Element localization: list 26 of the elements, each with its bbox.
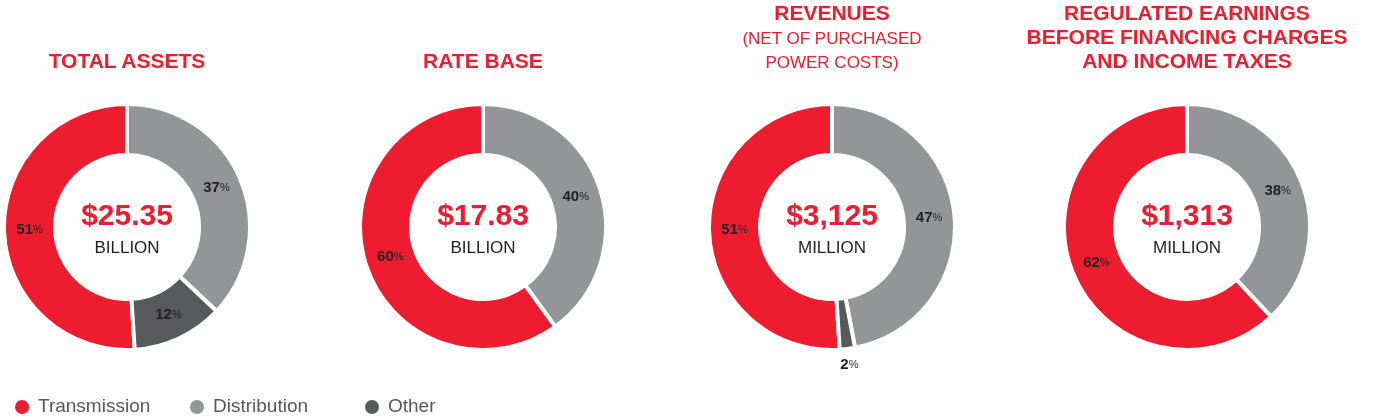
data-label: 38%: [1264, 181, 1292, 199]
text: BILLION: [450, 238, 516, 257]
text: $17.83: [437, 198, 529, 231]
chart-subtitle: (NET OF PURCHASED POWER COSTS): [742, 29, 922, 72]
data-label: 47%: [915, 207, 943, 225]
chart-title: REGULATED EARNINGS BEFORE FINANCING CHARGES AND INCOME TAXES: [1026, 1, 1348, 72]
text: BILLION: [94, 238, 160, 257]
chart-title: REVENUES: [774, 1, 890, 24]
text: MILLION: [1152, 238, 1222, 257]
data-label: 2%: [840, 354, 859, 372]
text: $3,125: [786, 198, 878, 231]
data-label: 51%: [721, 220, 748, 238]
legend-label: Other: [388, 395, 437, 417]
legend-label: Distribution: [213, 395, 309, 417]
text: $1,313: [1141, 198, 1233, 231]
data-label: 60%: [377, 247, 404, 265]
data-label: 62%: [1083, 252, 1110, 270]
text: MILLION: [797, 238, 867, 257]
legend-label: Transmission: [38, 395, 151, 417]
data-label: 40%: [562, 186, 590, 204]
chart-title: RATE BASE: [423, 49, 543, 72]
chart-title: TOTAL ASSETS: [48, 49, 206, 72]
data-label: 12%: [155, 305, 182, 323]
data-label: 37%: [203, 178, 230, 196]
data-label: 51%: [16, 220, 43, 238]
text: $25.35: [81, 198, 173, 231]
